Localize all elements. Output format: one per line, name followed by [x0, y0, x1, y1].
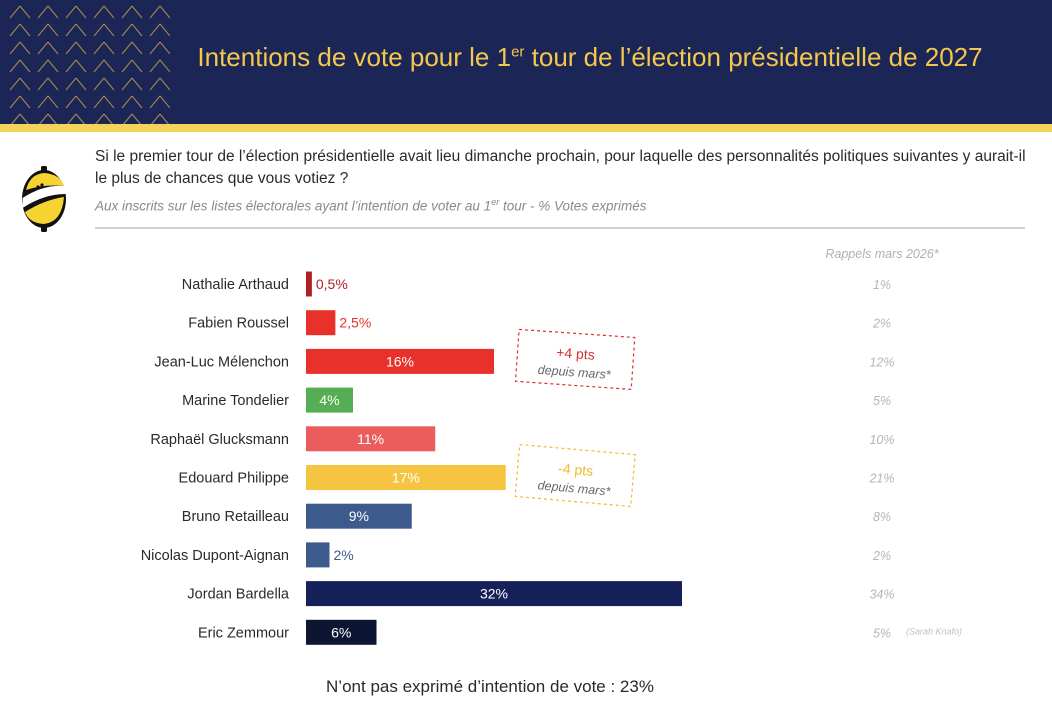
category-label-edouard-philippe: Edouard Philippe [179, 471, 289, 487]
value-label-raphael-glucksmann: 11% [357, 431, 384, 447]
bar-nathalie-arthaud [306, 271, 312, 297]
value-label-fabien-roussel: 2,5% [339, 315, 371, 331]
recall-value-nicolas-dupont-aignan: 2% [872, 549, 891, 563]
value-label-jordan-bardella: 32% [480, 586, 508, 602]
annotation-change-2: -4 pts [558, 460, 594, 479]
bar-raphael-glucksmann [306, 426, 436, 452]
recall-value-raphael-glucksmann: 10% [869, 433, 894, 447]
bar-fabien-roussel [306, 310, 336, 336]
value-label-nathalie-arthaud: 0,5% [316, 276, 348, 292]
bar-eric-zemmour [306, 619, 377, 645]
recall-value-nathalie-arthaud: 1% [873, 278, 891, 292]
category-label-jordan-bardella: Jordan Bardella [187, 587, 289, 603]
bar-bruno-retailleau [306, 503, 412, 529]
bar-nicolas-dupont-aignan [306, 542, 330, 568]
recall-header: Rappels mars 2026* [825, 247, 939, 261]
recall-value-fabien-roussel: 2% [872, 317, 891, 331]
value-label-marine-tondelier: 4% [319, 392, 339, 408]
recall-value-jean-luc-melenchon: 12% [869, 355, 894, 369]
category-label-marine-tondelier: Marine Tondelier [182, 393, 289, 409]
header-stripe [0, 124, 1052, 132]
recall-value-marine-tondelier: 5% [873, 394, 891, 408]
recall-value-bruno-retailleau: 8% [873, 510, 891, 524]
category-label-jean-luc-melenchon: Jean-Luc Mélenchon [154, 354, 289, 370]
survey-subtitle: Aux inscrits sur les listes électorales … [95, 197, 647, 214]
vote-intentions-bar-chart: Rappels mars 2026* Nathalie Arthaud 0,5% 1%… [141, 247, 962, 645]
recall-value-edouard-philippe: 21% [868, 472, 894, 486]
bar-edouard-philippe [306, 465, 506, 490]
bar-jean-luc-melenchon [306, 348, 494, 374]
bar-jordan-bardella [306, 581, 682, 607]
category-label-nicolas-dupont-aignan: Nicolas Dupont-Aignan [141, 548, 289, 564]
header-banner: Intentions de vote pour le 1er tour de l… [0, 0, 1052, 124]
category-label-raphael-glucksmann: Raphaël Glucksmann [150, 432, 289, 448]
header-pattern-decoration [9, 5, 170, 124]
category-label-bruno-retailleau: Bruno Retailleau [182, 509, 289, 525]
value-label-eric-zemmour: 6% [331, 624, 351, 640]
value-label-jean-luc-melenchon: 16% [386, 353, 414, 369]
category-label-fabien-roussel: Fabien Roussel [188, 316, 289, 332]
recall-note-eric-zemmour: (Sarah Knafo) [906, 626, 962, 636]
category-label-eric-zemmour: Eric Zemmour [198, 625, 289, 641]
bar-marine-tondelier [306, 387, 353, 413]
annotation-since-1: depuis mars* [537, 363, 612, 382]
no-intention-note: N’ont pas exprimé d’intention de vote : … [326, 677, 654, 696]
value-label-edouard-philippe: 17% [392, 470, 420, 486]
category-label-nathalie-arthaud: Nathalie Arthaud [182, 277, 289, 293]
value-label-bruno-retailleau: 9% [349, 508, 369, 524]
page-title: Intentions de vote pour le 1er tour de l… [197, 42, 983, 72]
value-label-nicolas-dupont-aignan: 2% [334, 547, 354, 563]
section-divider [95, 227, 1025, 229]
recall-value-jordan-bardella: 34% [869, 588, 894, 602]
annotation-since-2: depuis mars* [537, 478, 612, 498]
survey-question: Si le premier tour de l’élection préside… [95, 148, 1026, 187]
recall-value-eric-zemmour: 5% [873, 626, 891, 640]
pollster-logo-icon [22, 166, 66, 232]
annotation-change-1: +4 pts [556, 344, 596, 363]
